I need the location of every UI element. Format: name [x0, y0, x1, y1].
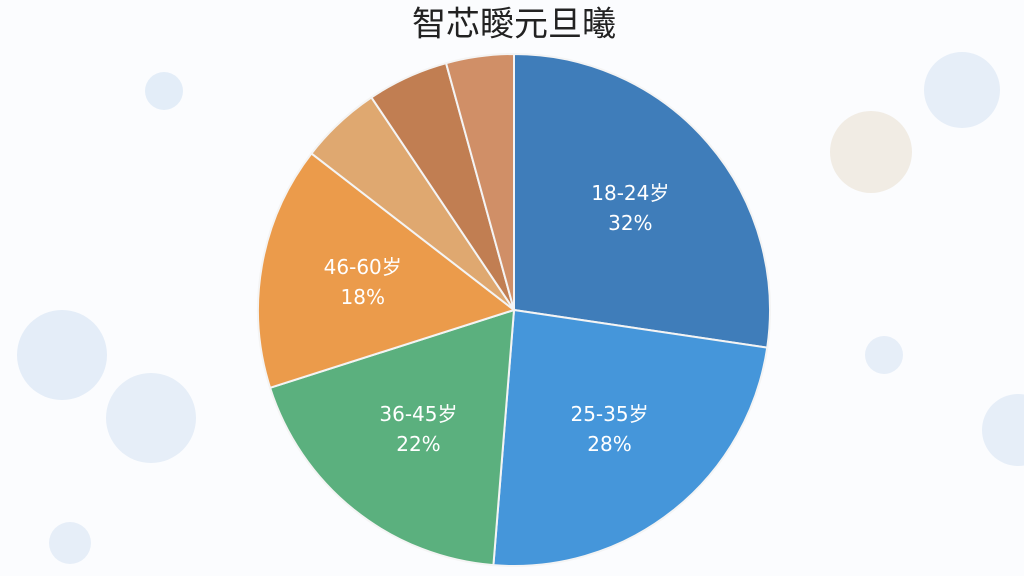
slice-label: 25-35岁 [570, 402, 648, 426]
slice-value-label: 28% [587, 432, 631, 456]
pie: 18-24岁 32% 25-35岁 28% 36-45岁 22% 46-60岁 18% [257, 52, 771, 567]
pie-slice [257, 152, 517, 390]
background-decor [17, 52, 1024, 564]
slice-value-label: 32% [608, 211, 652, 235]
slice-value-label: 22% [396, 432, 440, 456]
slice-label: 36-45岁 [379, 402, 457, 426]
slice-value-label: 18% [341, 285, 385, 309]
pie-slice [444, 52, 515, 311]
chart-title: 智芯瞹元旦曦 [412, 5, 616, 45]
pie-slice [513, 52, 771, 349]
slice-label: 46-60岁 [324, 255, 402, 279]
pie-slice [268, 308, 516, 567]
slice-label: 18-24岁 [591, 181, 669, 205]
pie-slice [492, 308, 769, 567]
